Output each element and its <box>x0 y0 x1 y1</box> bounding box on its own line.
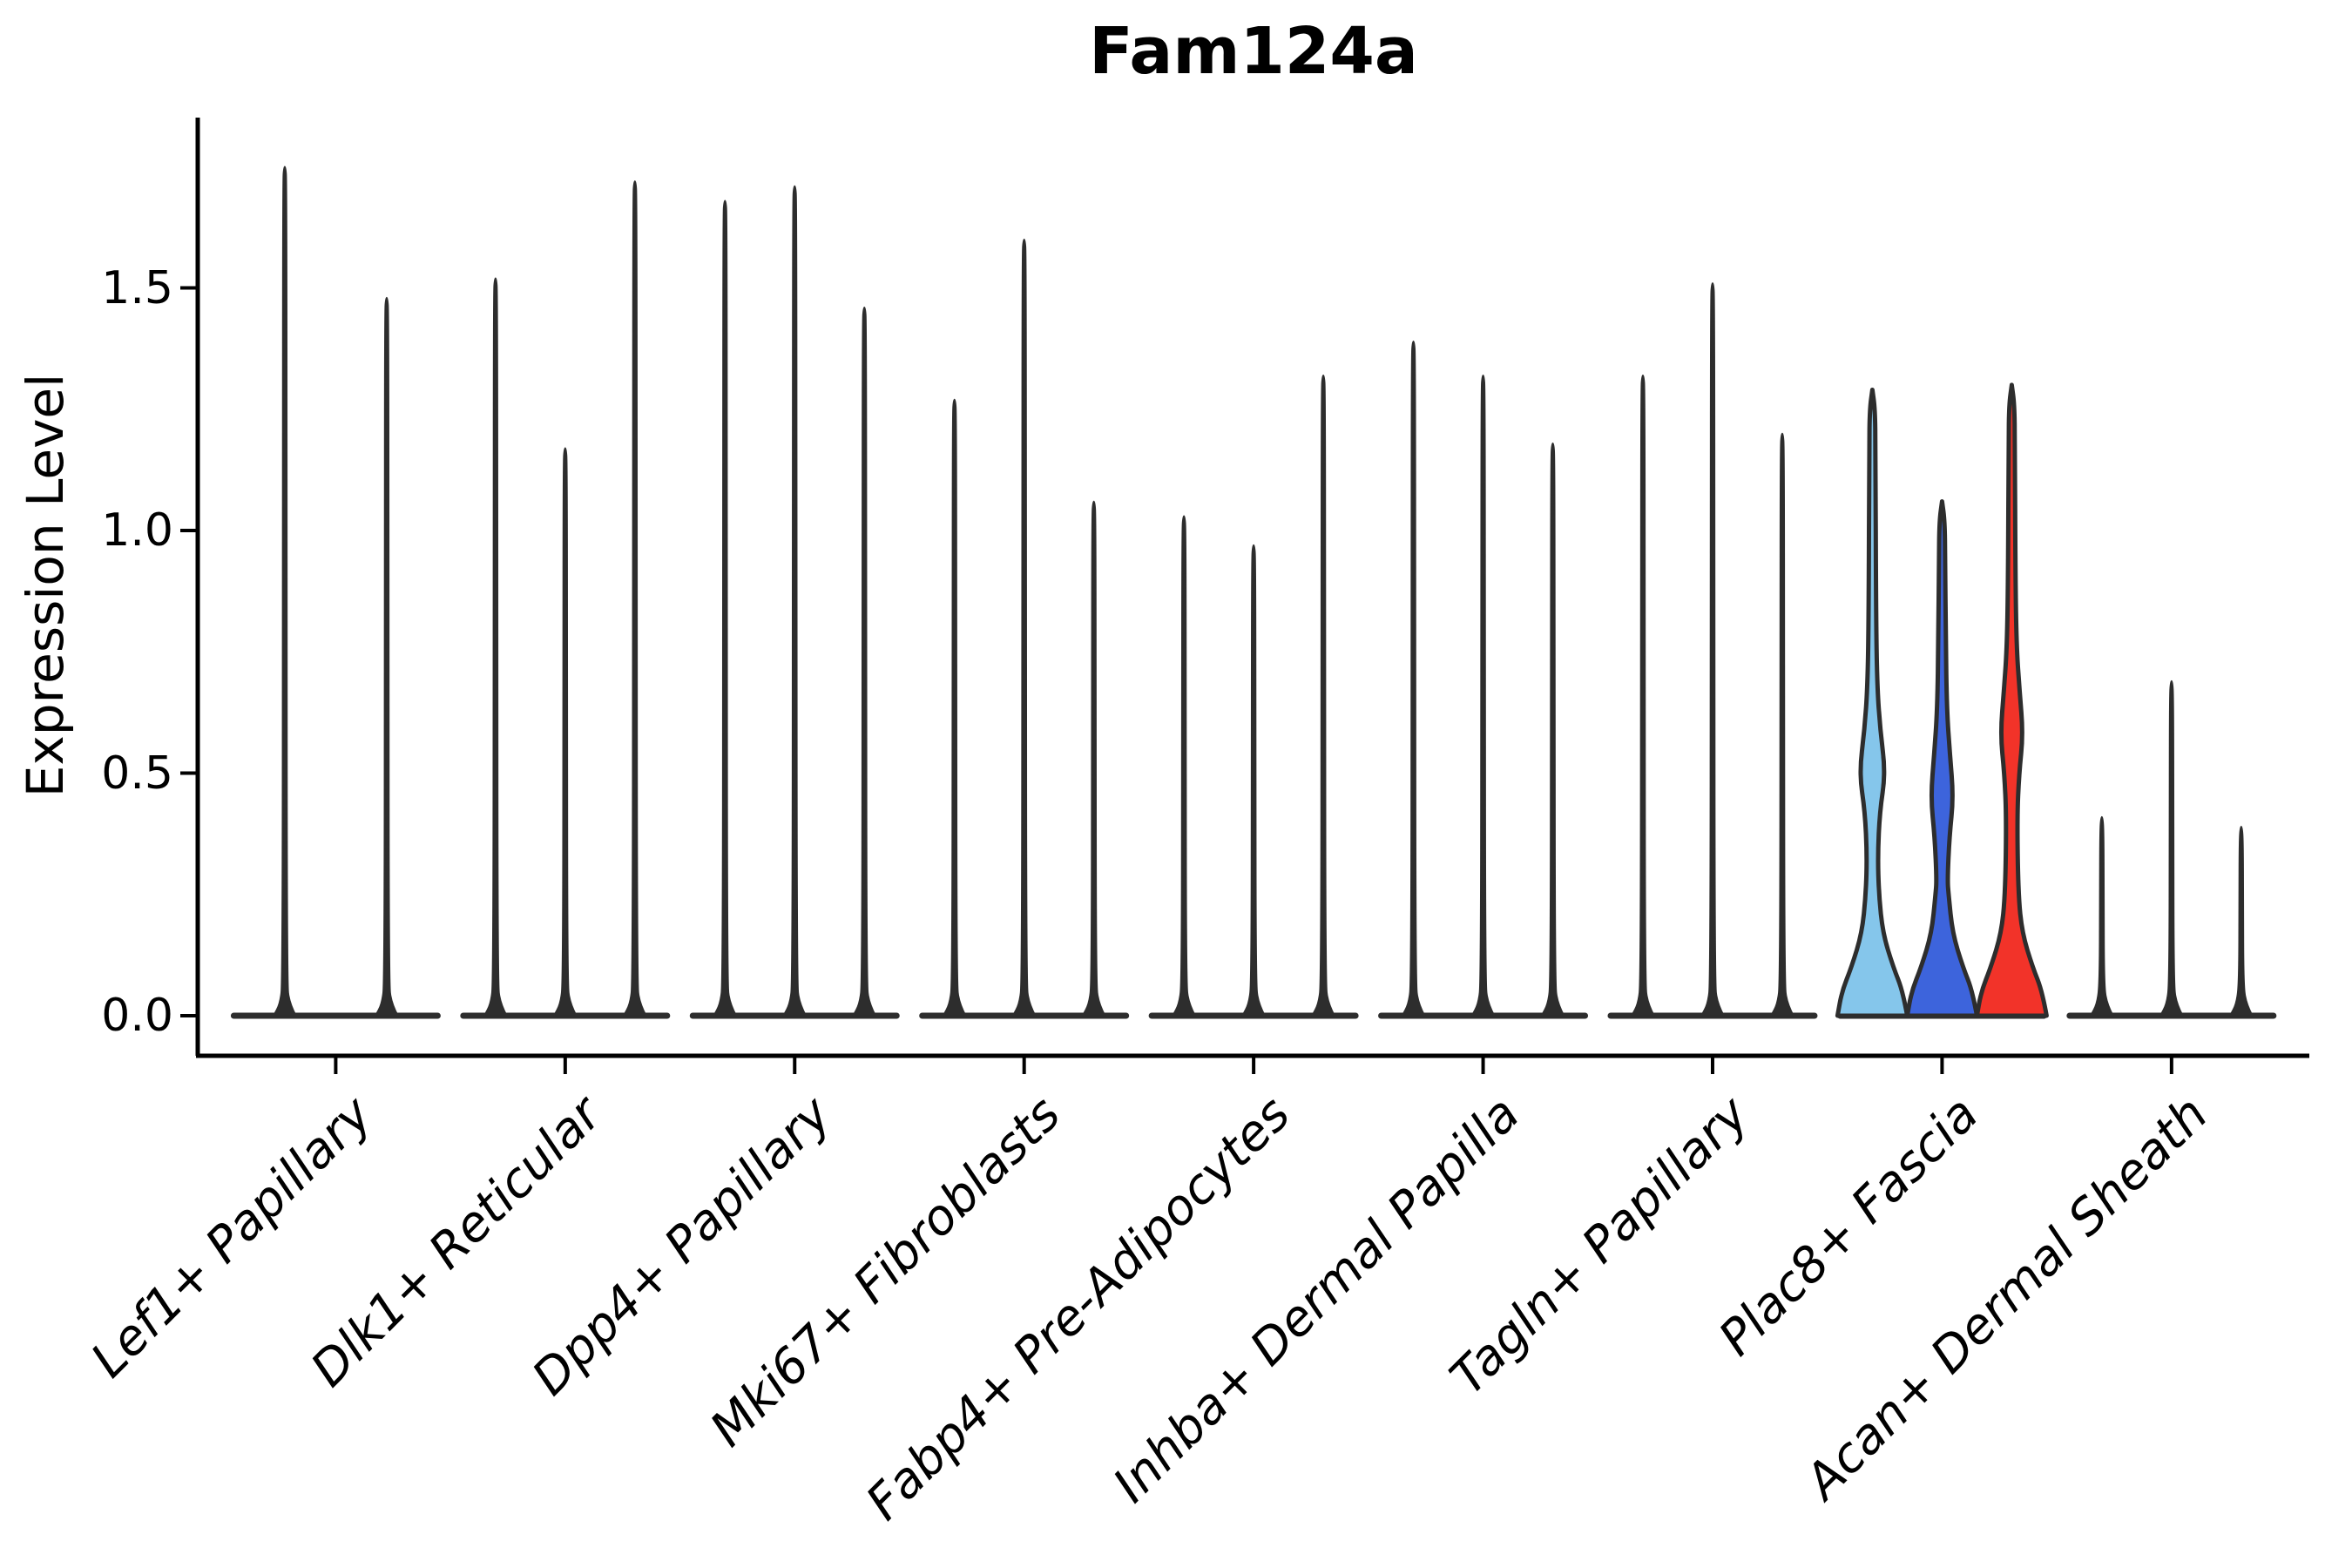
violin-group2-sample2 <box>553 447 578 1017</box>
violin-group4-sample3 <box>1081 500 1106 1017</box>
y-tick-label: 1.0 <box>101 504 173 557</box>
y-tick-label: 1.5 <box>101 261 173 314</box>
violin-group5-sample2 <box>1241 544 1266 1017</box>
violin-group3-sample1 <box>713 199 738 1017</box>
violin-group9-sample3 <box>2229 825 2254 1017</box>
violin-group5-sample3 <box>1311 374 1335 1017</box>
violin-group5-sample1 <box>1172 515 1196 1017</box>
violin-group9-sample1 <box>2090 815 2114 1017</box>
violin-group7-sample1 <box>1631 374 1655 1017</box>
violin-group2-sample3 <box>623 180 647 1017</box>
violin-group6-sample1 <box>1401 340 1426 1017</box>
y-tick-label: 0.5 <box>101 747 173 800</box>
violin-group6-sample3 <box>1540 442 1565 1017</box>
violin-group1-sample1 <box>273 166 297 1017</box>
violin-group8-sample2 <box>1904 499 1979 1018</box>
violin-group2-sample1 <box>483 277 508 1017</box>
violin-group3-sample3 <box>852 306 877 1017</box>
violin-group6-sample2 <box>1470 374 1496 1017</box>
violin-group8-sample3 <box>1974 382 2049 1018</box>
violin-group1-sample2 <box>375 296 399 1017</box>
y-tick-label: 0.0 <box>101 990 173 1042</box>
violin-group8-sample1 <box>1835 387 1909 1018</box>
violin-group7-sample2 <box>1700 282 1725 1017</box>
violin-group3-sample2 <box>782 185 808 1017</box>
chart-title: Fam124a <box>1089 14 1418 89</box>
violin-group4-sample2 <box>1011 239 1037 1017</box>
violin-group7-sample3 <box>1770 432 1794 1017</box>
violin-group4-sample1 <box>942 398 967 1017</box>
violin-group9-sample2 <box>2159 679 2184 1017</box>
